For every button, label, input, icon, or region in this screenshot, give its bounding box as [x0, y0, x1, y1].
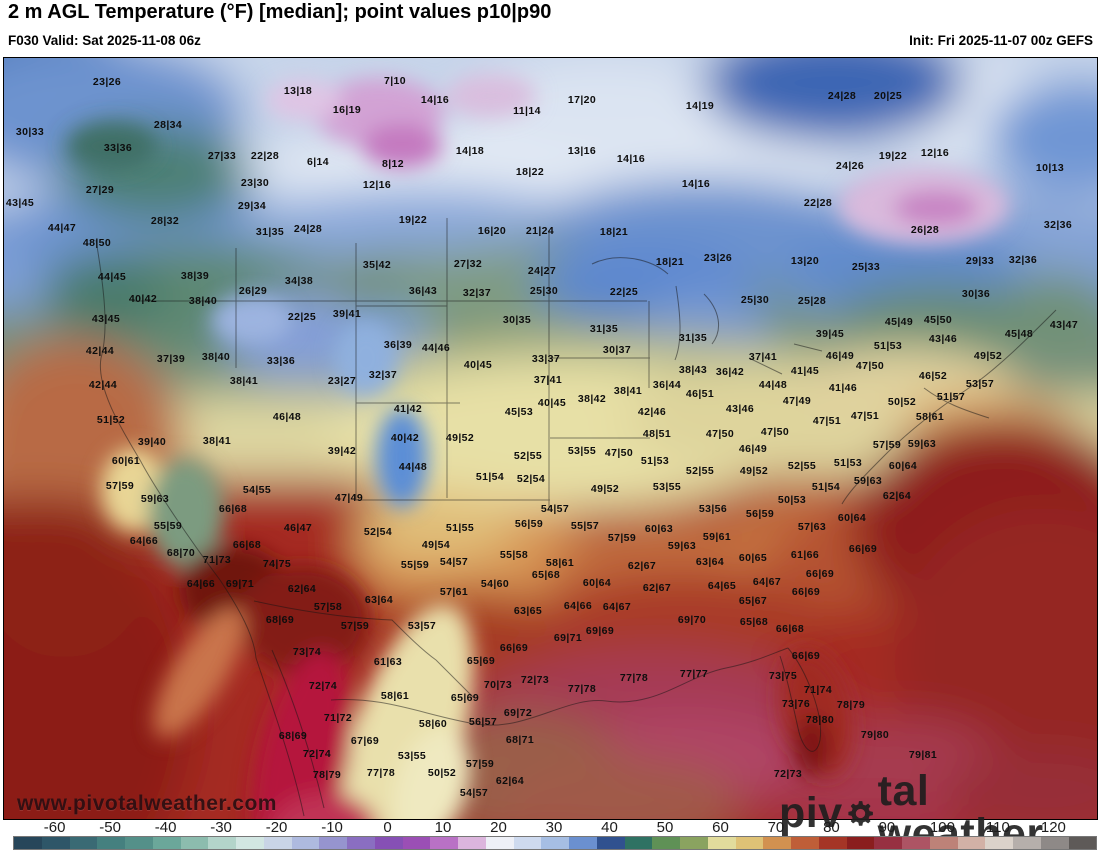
colorbar-segment — [125, 837, 153, 849]
border-lines — [95, 218, 1057, 817]
init-time-label: Init: Fri 2025-11-07 00z GEFS — [909, 33, 1093, 48]
colorbar-segment — [1013, 837, 1041, 849]
colorbar-segment — [929, 837, 958, 849]
valid-time-label: F030 Valid: Sat 2025-11-08 06z — [8, 33, 201, 48]
colorbar-segment — [347, 837, 375, 849]
colorbar-segment — [41, 837, 70, 849]
colorbar-segment — [458, 837, 486, 849]
colorbar-segment — [957, 837, 986, 849]
colorbar-segment — [236, 837, 264, 849]
colorbar-tick-label: 10 — [434, 819, 452, 836]
colorbar-segment — [541, 837, 569, 849]
colorbar-tick-label: -20 — [265, 819, 288, 836]
colorbar-segment — [485, 837, 514, 849]
colorbar-segment — [180, 837, 209, 849]
colorbar-segment — [846, 837, 875, 849]
colorbar-segment — [1068, 837, 1097, 849]
colorbar-tick-label: 70 — [767, 819, 785, 836]
gear-icon — [844, 795, 877, 838]
colorbar-segment — [569, 837, 597, 849]
colorbar-segment — [374, 837, 403, 849]
colorbar-ticks: -60 -50 -40 -30 -20 -10 0 10 20 30 40 50 60 70 80 90 100… — [13, 819, 1095, 836]
colorbar-tick-label: 100 — [929, 819, 955, 836]
colorbar-segment — [430, 837, 458, 849]
colorbar-tick-label: -30 — [210, 819, 232, 836]
colorbar-segment — [69, 837, 98, 849]
colorbar-segment — [818, 837, 847, 849]
colorbar-segment — [319, 837, 347, 849]
watermark-url: www.pivotalweather.com — [17, 792, 277, 815]
colorbar-segment — [985, 837, 1013, 849]
colorbar-tick-label: 90 — [878, 819, 896, 836]
colorbar-segment — [152, 837, 181, 849]
colorbar-tick-label: -50 — [99, 819, 121, 836]
colorbar-tick-label: 20 — [490, 819, 507, 836]
colorbar-gradient — [13, 836, 1097, 850]
map-canvas[interactable] — [3, 57, 1098, 820]
colorbar-tick-label: -60 — [43, 819, 66, 836]
colorbar-segment — [402, 837, 431, 849]
colorbar-segment — [624, 837, 653, 849]
colorbar-segment — [680, 837, 708, 849]
colorbar-segment — [263, 837, 292, 849]
colorbar-segment — [291, 837, 320, 849]
colorbar-segment — [791, 837, 819, 849]
colorbar-tick-label: -40 — [154, 819, 177, 836]
colorbar-segment — [14, 837, 42, 849]
colorbar-tick-label: 60 — [712, 819, 729, 836]
colorbar-tick-label: 50 — [656, 819, 674, 836]
colorbar-segment — [763, 837, 791, 849]
colorbar-segment — [735, 837, 764, 849]
colorbar-tick-label: 0 — [383, 819, 392, 836]
colorbar-tick-label: 120 — [1040, 819, 1066, 836]
colorbar-segment — [513, 837, 542, 849]
colorbar-segment — [707, 837, 736, 849]
colorbar-tick-label: 110 — [985, 819, 1010, 836]
colorbar-segment — [596, 837, 625, 849]
brand-text-prefix: piv — [779, 788, 843, 837]
colorbar-segment — [1040, 837, 1069, 849]
colorbar-tick-label: 80 — [823, 819, 840, 836]
colorbar-tick-label: 40 — [601, 819, 618, 836]
colorbar-segment — [902, 837, 930, 849]
colorbar-segment — [652, 837, 680, 849]
colorbar-tick-label: -10 — [321, 819, 343, 836]
temperature-field — [4, 58, 1097, 819]
page-title: 2 m AGL Temperature (°F) [median]; point… — [8, 1, 552, 23]
colorbar-segment — [97, 837, 125, 849]
colorbar-segment — [208, 837, 236, 849]
colorbar-tick-label: 30 — [545, 819, 563, 836]
colorbar-segment — [874, 837, 902, 849]
